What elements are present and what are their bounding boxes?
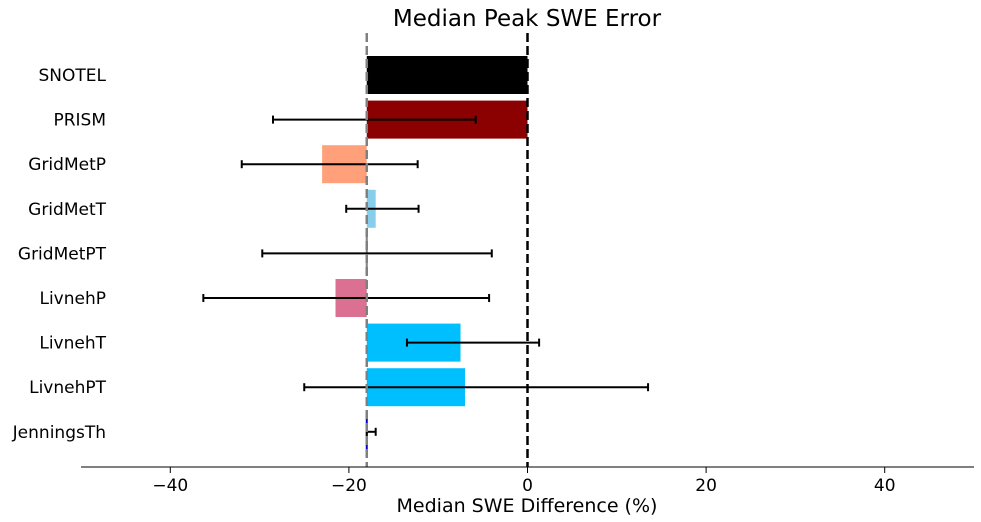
error-bar-livneht — [405, 338, 541, 347]
error-bar-prism — [271, 115, 477, 124]
y-tick-label-livneht: LivnehT — [39, 334, 106, 354]
error-bar-gridmett — [345, 204, 420, 213]
y-tick-label-livnehp: LivnehP — [39, 289, 106, 309]
x-tick-label: 20 — [695, 476, 717, 496]
y-tick-label-snotel: SNOTEL — [39, 66, 107, 86]
x-tick-label: 40 — [874, 476, 896, 496]
y-tick-label-gridmett: GridMetT — [28, 200, 106, 220]
error-bar-livnehp — [202, 294, 491, 302]
x-tick-label: −40 — [152, 476, 188, 496]
x-tick-label: −20 — [331, 476, 367, 496]
x-tick-label: 0 — [522, 476, 533, 496]
y-tick-label-livnehpt: LivnehPT — [29, 378, 107, 398]
y-tick-labels-layer: SNOTEL PRISM GridMetP GridMetT GridMetPT Livn… — [12, 66, 107, 443]
x-axis-label: Median SWE Difference (%) — [397, 495, 658, 517]
error-bar-gridmetp — [240, 160, 419, 169]
chart-title: Median Peak SWE Error — [393, 6, 662, 32]
y-tick-label-prism: PRISM — [53, 111, 106, 131]
error-bar-jenningsth — [365, 427, 377, 436]
error-bar-livnehpt — [303, 383, 650, 392]
y-tick-label-gridmetpt: GridMetPT — [18, 244, 107, 264]
x-ticks-layer: −40 −20 0 20 40 — [152, 467, 896, 496]
y-tick-label-gridmetp: GridMetP — [28, 155, 106, 175]
bar-snotel — [366, 56, 528, 94]
error-bar-gridmetpt — [261, 249, 493, 258]
reference-lines-layer — [365, 33, 529, 467]
y-tick-label-jenningsth: JenningsTh — [12, 423, 106, 443]
error-bars-layer — [202, 115, 650, 436]
